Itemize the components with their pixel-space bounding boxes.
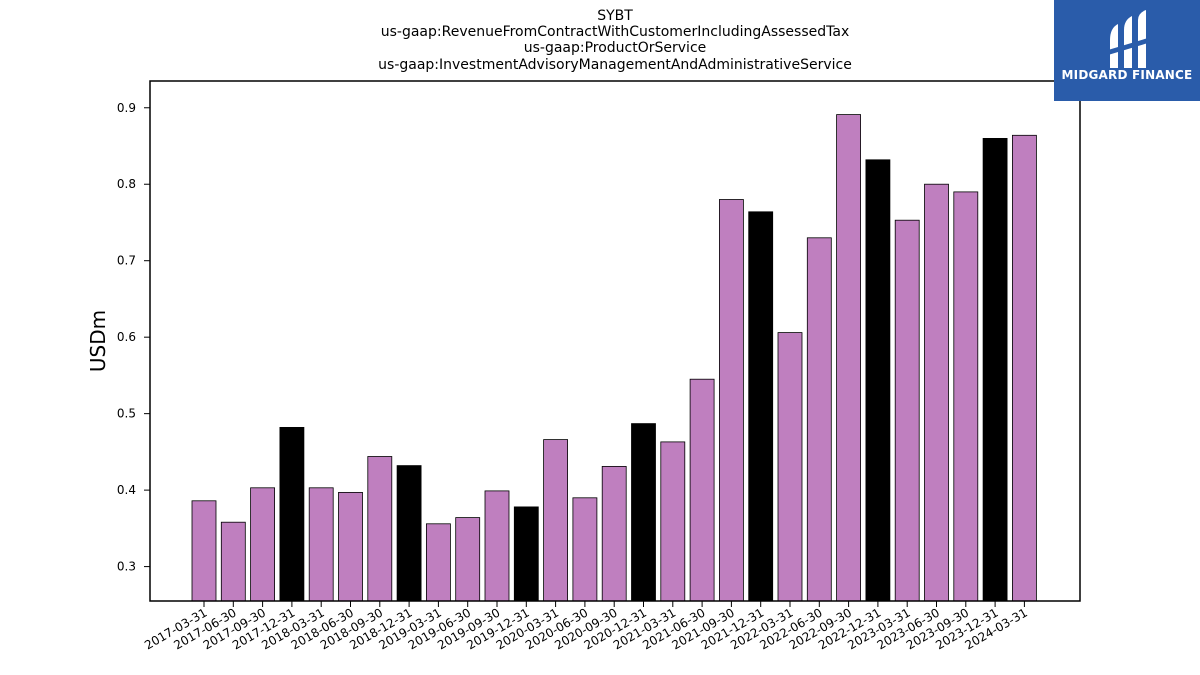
bar-2021-09-30	[719, 199, 744, 602]
bar-2017-06-30	[220, 521, 246, 602]
bar-2018-12-31	[396, 465, 422, 602]
bar-2017-03-31	[191, 500, 217, 602]
bar-2020-03-31	[543, 439, 568, 602]
midgard-finance-logo: MIDGARD FINANCE	[1054, 0, 1200, 101]
y-tick-label: 0.9	[117, 101, 136, 115]
bar-2020-09-30	[601, 465, 627, 602]
bar-2021-06-30	[689, 378, 715, 602]
bar-2018-09-30	[367, 456, 393, 602]
y-tick-label: 0.7	[117, 254, 136, 268]
logo-text: MIDGARD FINANCE	[1061, 68, 1193, 82]
bar-2017-12-31	[279, 426, 305, 602]
chart-title-line: SYBT	[597, 8, 633, 24]
bar-2019-12-31	[513, 506, 539, 602]
chart-title-line: us-gaap:ProductOrService	[524, 40, 707, 56]
bar-2023-09-30	[953, 191, 979, 602]
y-tick-label: 0.4	[117, 483, 136, 497]
bar-2022-09-30	[836, 114, 861, 602]
bar-2018-06-30	[338, 491, 363, 602]
y-axis-label: USDm	[86, 310, 110, 372]
y-tick-label: 0.6	[117, 330, 136, 344]
y-tick-label: 0.5	[117, 407, 136, 421]
bar-2022-12-31	[865, 159, 891, 602]
bar-2023-06-30	[924, 183, 949, 602]
bar-2022-06-30	[806, 237, 832, 602]
bars-group	[191, 114, 1037, 602]
bar-2020-06-30	[572, 497, 598, 602]
x-axis: 2017-03-312017-06-302017-09-302017-12-31…	[142, 601, 1030, 652]
chart-title: SYBT us-gaap:RevenueFromContractWithCust…	[378, 8, 852, 73]
bar-2017-09-30	[250, 487, 276, 602]
bar-2023-12-31	[982, 137, 1008, 602]
bar-2021-12-31	[748, 211, 774, 602]
y-tick-label: 0.3	[117, 560, 136, 574]
bar-2019-06-30	[455, 517, 481, 602]
bar-2021-03-31	[660, 441, 686, 602]
bar-2024-03-31	[1012, 134, 1037, 602]
plot-frame	[149, 80, 1081, 602]
chart-title-line: us-gaap:InvestmentAdvisoryManagementAndA…	[378, 57, 852, 73]
bar-2023-03-31	[894, 219, 920, 602]
bar-2022-03-31	[777, 332, 803, 602]
bar-2020-12-31	[631, 423, 656, 602]
bar-2018-03-31	[308, 487, 334, 602]
y-axis: 0.3 0.4 0.5 0.6 0.7 0.8 0.9	[117, 101, 150, 574]
bar-2019-03-31	[425, 523, 451, 602]
bar-2019-09-30	[484, 490, 510, 602]
y-tick-label: 0.8	[117, 177, 136, 191]
midgard-logo-icon	[1108, 10, 1148, 68]
chart-title-line: us-gaap:RevenueFromContractWithCustomerI…	[381, 24, 850, 40]
